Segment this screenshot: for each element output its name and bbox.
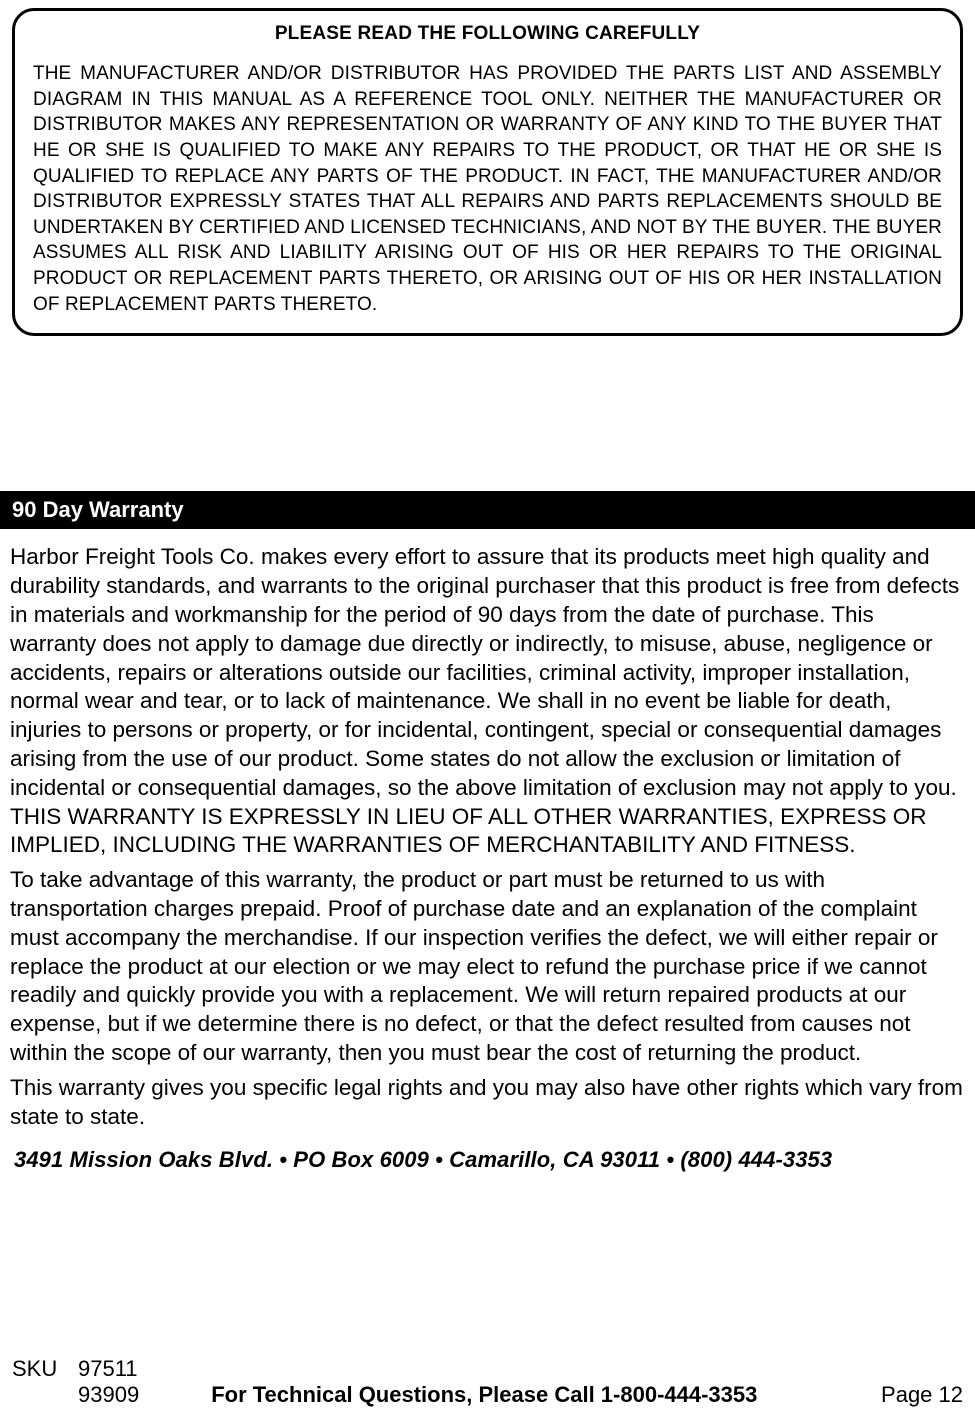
footer: SKU 97511 93909 For Technical Questions,…: [0, 1356, 975, 1408]
footer-row-1: SKU 97511: [12, 1356, 963, 1382]
notice-box: PLEASE READ THE FOLLOWING CAREFULLY THE …: [12, 8, 963, 336]
sku-2: 93909: [78, 1382, 139, 1408]
footer-row-2: 93909 For Technical Questions, Please Ca…: [12, 1382, 963, 1408]
notice-title: PLEASE READ THE FOLLOWING CAREFULLY: [33, 23, 942, 45]
sku-1: 97511: [78, 1356, 138, 1382]
tech-line: For Technical Questions, Please Call 1-8…: [211, 1382, 757, 1408]
warranty-para-2: To take advantage of this warranty, the …: [10, 866, 965, 1068]
notice-body: THE MANUFACTURER AND/OR DISTRIBUTOR HAS …: [33, 61, 942, 317]
warranty-body: Harbor Freight Tools Co. makes every eff…: [0, 529, 975, 1131]
page-number: Page 12: [881, 1382, 963, 1408]
warranty-para-1: Harbor Freight Tools Co. makes every eff…: [10, 543, 965, 860]
sku-label: SKU: [12, 1356, 78, 1382]
address-line: 3491 Mission Oaks Blvd. • PO Box 6009 • …: [0, 1137, 975, 1173]
warranty-header: 90 Day Warranty: [0, 491, 975, 529]
warranty-para-3: This warranty gives you specific legal r…: [10, 1074, 965, 1132]
